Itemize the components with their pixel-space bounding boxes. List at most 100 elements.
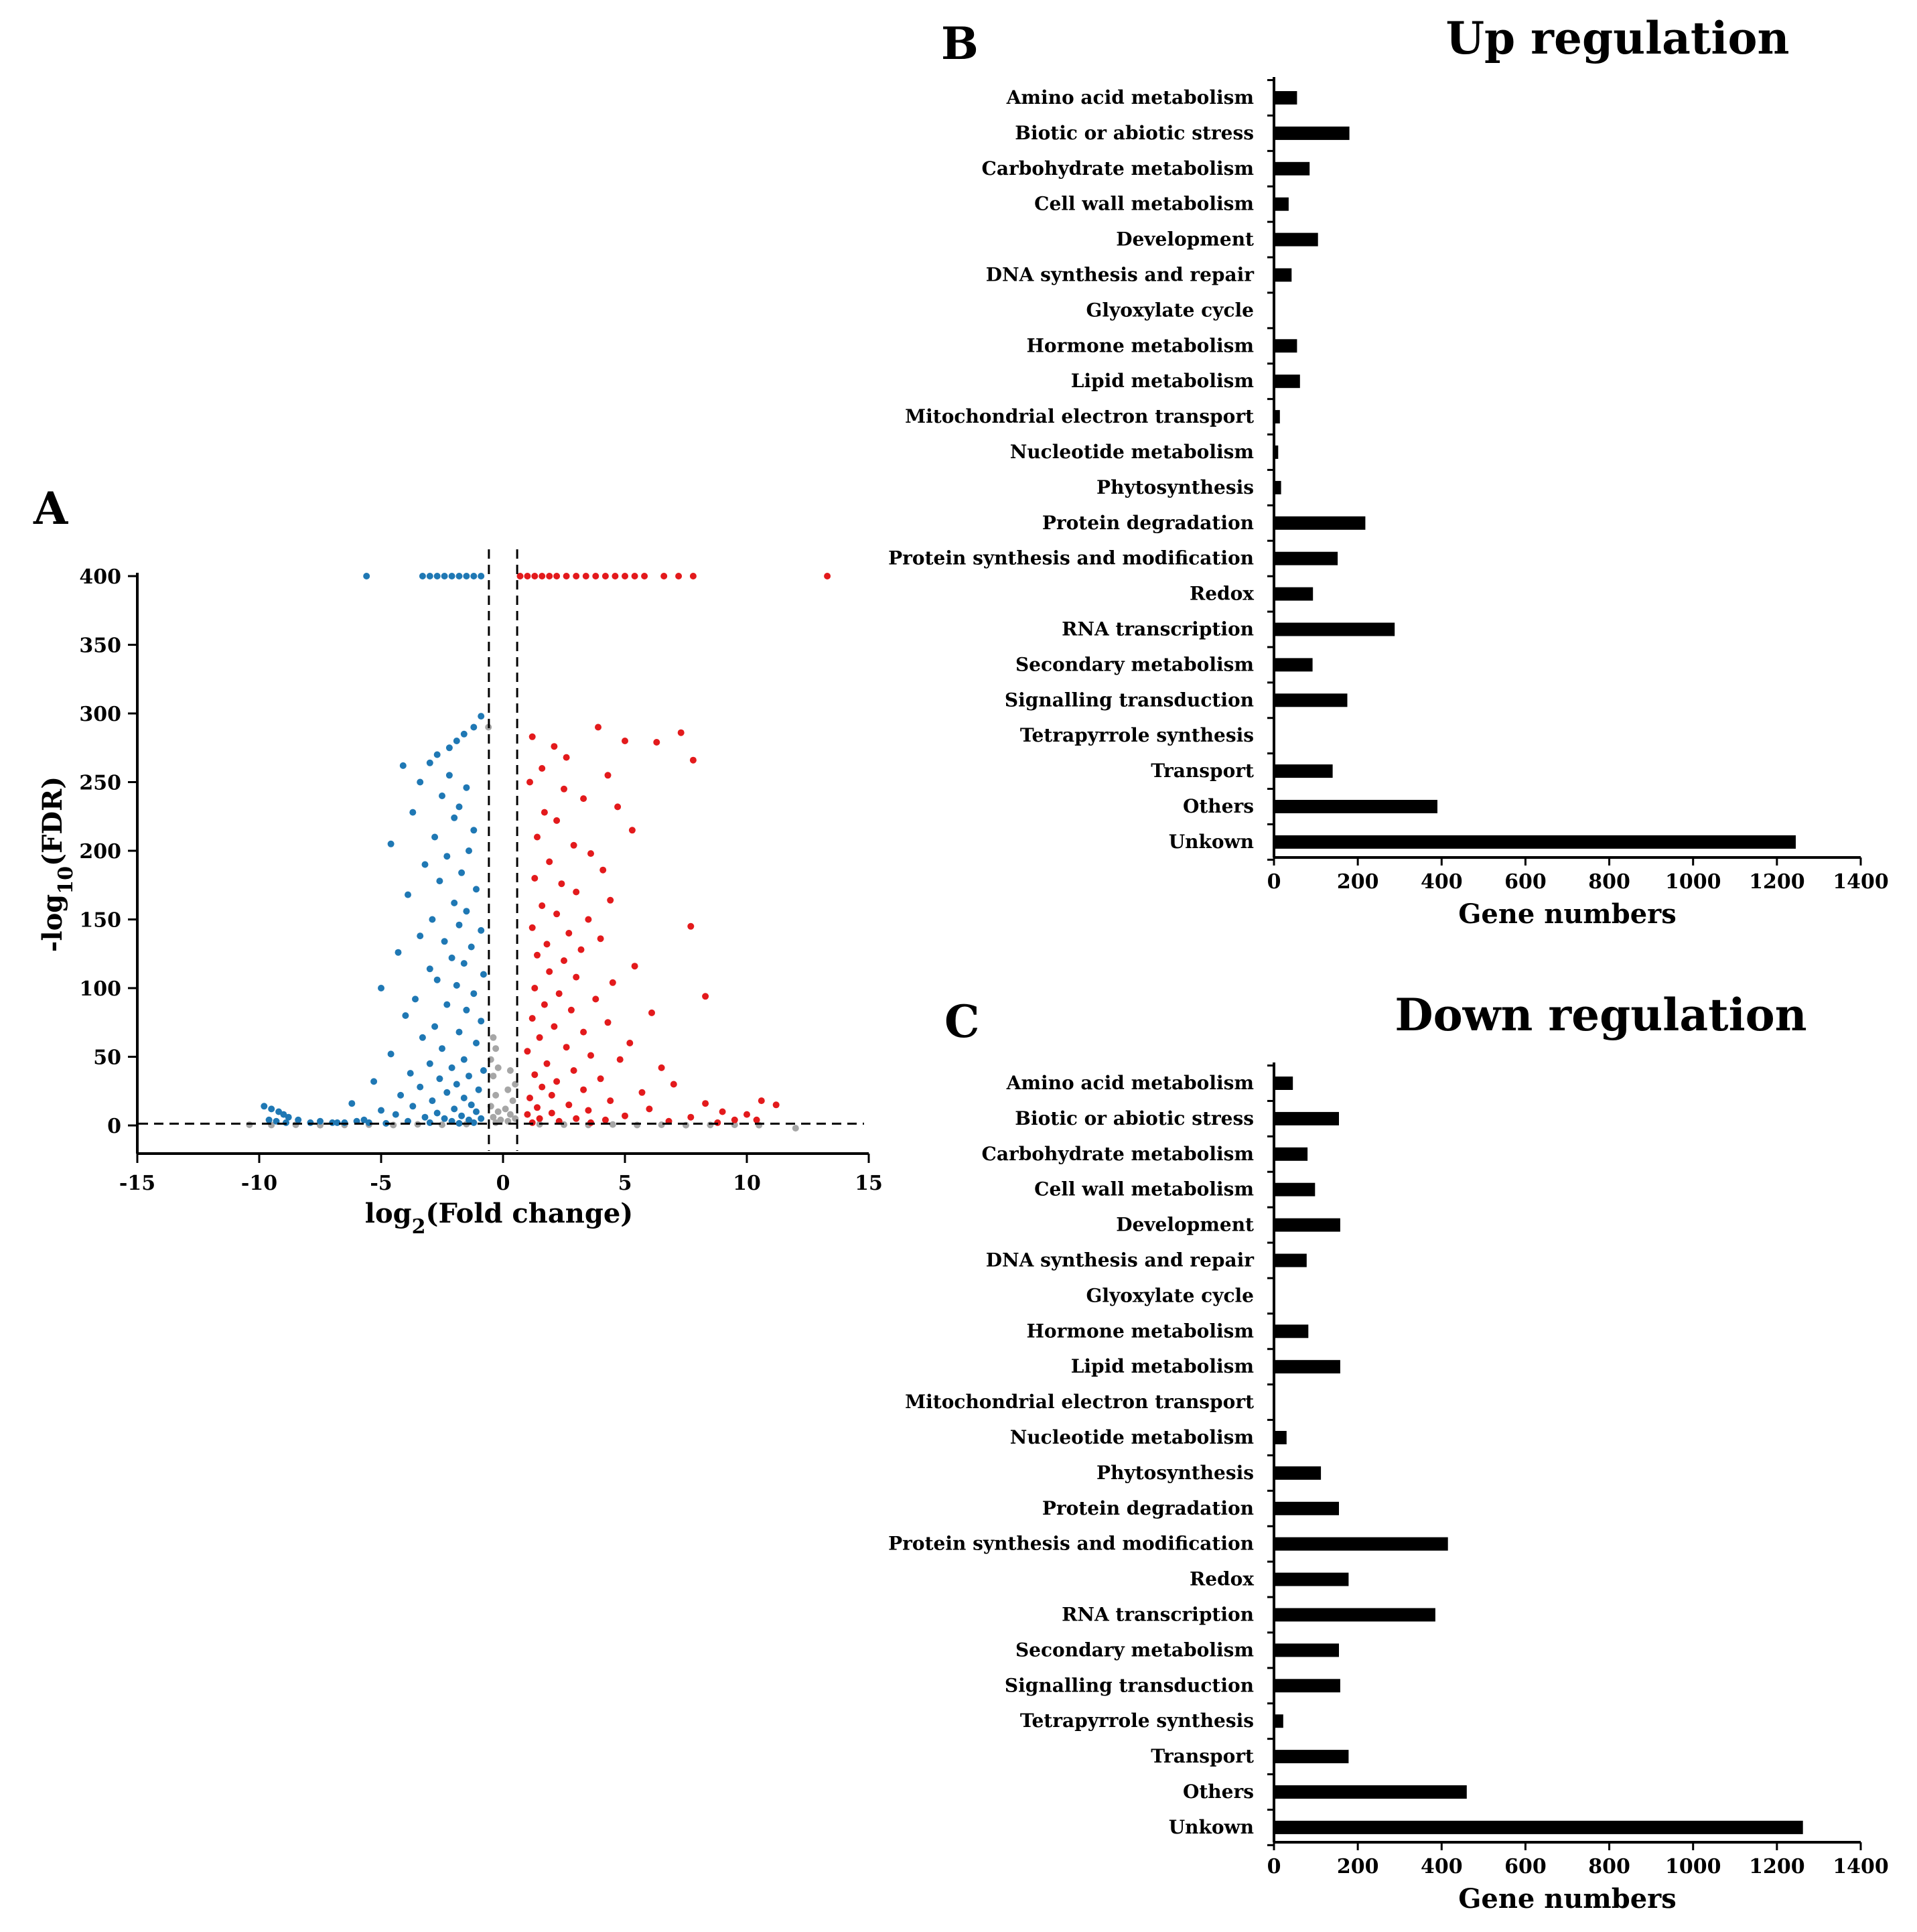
volcano-point xyxy=(622,573,628,579)
volcano-point xyxy=(443,1001,451,1008)
bar-category-label: DNA synthesis and repair xyxy=(986,264,1255,286)
volcano-point xyxy=(494,1108,502,1115)
bar-x-tick-label: 200 xyxy=(1337,870,1379,894)
bar-x-tick-label: 1000 xyxy=(1665,870,1721,894)
volcano-point xyxy=(585,1107,592,1114)
volcano-point xyxy=(561,785,567,792)
bar-category-label: Carbohydrate metabolism xyxy=(982,1143,1254,1165)
volcano-point xyxy=(543,941,551,948)
volcano-point xyxy=(439,1045,445,1052)
volcano-point xyxy=(539,573,546,579)
volcano-point xyxy=(466,847,472,854)
volcano-point xyxy=(494,1064,502,1071)
volcano-point xyxy=(405,891,411,898)
volcano-point xyxy=(378,985,384,991)
volcano-point xyxy=(448,1064,455,1071)
volcano-point xyxy=(466,1116,472,1123)
bar-x-tick-label: 0 xyxy=(1267,1855,1281,1878)
bar-category-label: Development xyxy=(1116,1214,1254,1236)
volcano-x-axis-title-sub: 2 xyxy=(412,1215,426,1239)
volcano-point xyxy=(448,573,455,579)
volcano-point xyxy=(577,946,585,953)
volcano-x-axis-title: log2(Fold change) xyxy=(365,1198,633,1239)
volcano-point xyxy=(687,1113,695,1121)
volcano-point xyxy=(599,866,607,874)
volcano-point xyxy=(573,973,580,981)
bar xyxy=(1274,1608,1435,1622)
volcano-point xyxy=(689,573,697,579)
volcano-point xyxy=(573,888,580,896)
volcano-point xyxy=(441,573,448,579)
bar xyxy=(1274,1714,1283,1728)
volcano-point xyxy=(441,1115,448,1122)
bar xyxy=(1274,1253,1307,1267)
volcano-point xyxy=(317,1117,324,1125)
bar xyxy=(1274,1820,1803,1834)
volcano-point xyxy=(553,817,561,824)
volcano-point xyxy=(421,861,429,868)
volcano-point xyxy=(528,924,536,931)
volcano-point xyxy=(265,1116,273,1123)
volcano-point xyxy=(460,730,468,738)
volcano-point xyxy=(541,809,548,816)
bar xyxy=(1274,551,1338,565)
volcano-y-axis-title-main: -log xyxy=(37,894,68,952)
volcano-point xyxy=(731,1116,738,1123)
volcano-x-tick-label: 0 xyxy=(496,1172,510,1195)
bar-x-tick-label: 1200 xyxy=(1749,1855,1805,1878)
volcano-point xyxy=(458,1112,466,1119)
volcano-point xyxy=(453,981,460,989)
bar-category-label: Mitochondrial electron transport xyxy=(905,405,1254,427)
volcano-point xyxy=(397,1091,405,1099)
bar-category-label: Biotic or abiotic stress xyxy=(1015,122,1254,144)
volcano-point xyxy=(558,880,565,888)
volcano-axes: 0 50 100 150 200 250 300 350 400 -15 -10 -5 0 5 10 15 xyxy=(79,549,883,1195)
volcano-point xyxy=(348,1100,356,1107)
bar xyxy=(1274,1077,1293,1090)
volcano-point xyxy=(570,1067,577,1074)
volcano-point xyxy=(601,573,609,579)
bar-category-label: Secondary metabolism xyxy=(1015,653,1254,675)
volcano-point xyxy=(687,922,695,930)
volcano-point xyxy=(409,809,417,816)
volcano-y-tick-label: 0 xyxy=(107,1115,121,1138)
bar-category-label: Unkown xyxy=(1169,1816,1254,1838)
volcano-point xyxy=(478,713,485,720)
volcano-point xyxy=(285,1113,292,1121)
volcano-point xyxy=(628,827,636,834)
bar-category-label: Hormone metabolism xyxy=(1026,1320,1254,1342)
volcano-point xyxy=(551,1023,558,1030)
volcano-point xyxy=(497,1116,504,1123)
volcano-point xyxy=(597,1075,604,1083)
bar xyxy=(1274,1395,1275,1409)
volcano-point xyxy=(516,573,524,579)
volcano-point xyxy=(409,1103,417,1110)
volcano-point xyxy=(407,1070,414,1077)
volcano-point xyxy=(490,1034,497,1041)
bar-category-label: Signalling transduction xyxy=(1005,689,1254,711)
volcano-point xyxy=(455,573,463,579)
volcano-point xyxy=(616,1056,624,1063)
bar-category-label: Phytosynthesis xyxy=(1096,1462,1254,1484)
volcano-point xyxy=(541,1001,548,1008)
volcano-point xyxy=(592,573,599,579)
bar xyxy=(1274,480,1281,494)
volcano-point xyxy=(478,926,485,934)
bar-chart-up-title: Up regulation xyxy=(1446,12,1790,64)
volcano-point xyxy=(490,1113,497,1121)
volcano-point xyxy=(531,1071,539,1079)
volcano-point xyxy=(531,573,539,579)
volcano-point xyxy=(246,1121,253,1128)
bar-category-label: Glyoxylate cycle xyxy=(1086,1284,1254,1306)
volcano-x-tick-label: 5 xyxy=(618,1172,632,1195)
volcano-point xyxy=(506,1067,514,1074)
volcano-point xyxy=(565,930,573,937)
volcano-point xyxy=(582,573,589,579)
volcano-point xyxy=(426,1060,433,1067)
volcano-point xyxy=(470,827,478,834)
volcano-point xyxy=(638,1089,646,1096)
volcano-point xyxy=(601,1116,609,1123)
volcano-point xyxy=(441,938,448,945)
volcano-point xyxy=(468,1101,475,1109)
